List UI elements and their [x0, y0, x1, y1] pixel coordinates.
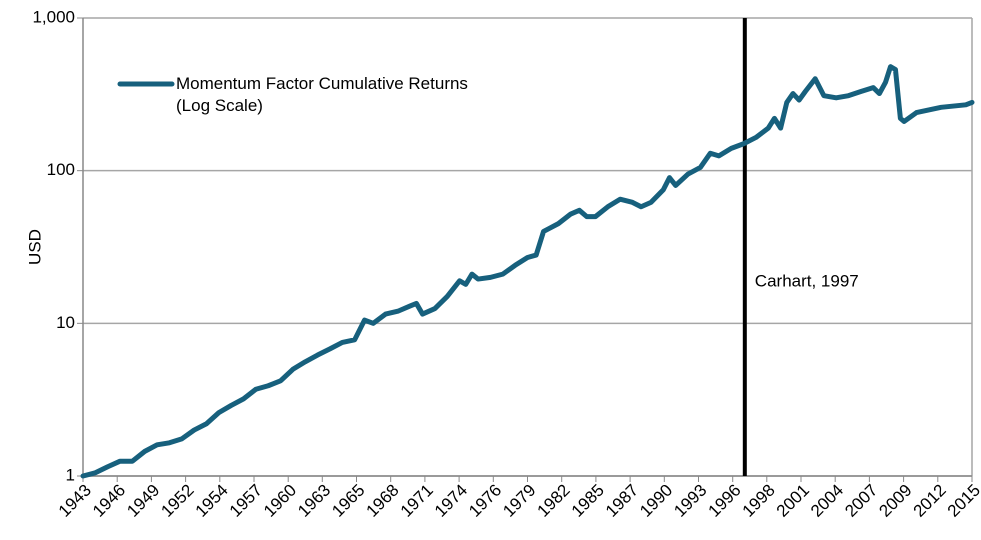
x-tick-label: 2007: [841, 481, 881, 521]
x-tick-label: 2009: [875, 481, 915, 521]
x-tick-label: 1957: [226, 481, 266, 521]
x-tick-label: 1976: [465, 481, 505, 521]
x-tick-label: 1985: [568, 481, 608, 521]
x-tick-label: 1982: [534, 481, 574, 521]
x-tick-label: 2012: [910, 481, 950, 521]
x-tick-label: 1993: [670, 481, 710, 521]
legend-label: Momentum Factor Cumulative Returns (Log …: [176, 74, 468, 115]
x-tick-label: 2001: [773, 481, 813, 521]
x-tick-label: 1968: [363, 481, 403, 521]
x-tick-label: 1960: [260, 481, 300, 521]
x-tick-label: 1987: [602, 481, 642, 521]
y-axis-label: USD: [25, 229, 44, 265]
x-tick-label: 1946: [89, 481, 129, 521]
x-tick-label: 1954: [192, 481, 232, 521]
y-tick-label: 100: [47, 160, 75, 179]
x-tick-label: 1979: [499, 481, 539, 521]
x-tick-label: 2015: [944, 481, 981, 521]
x-tick-label: 1990: [636, 481, 676, 521]
y-tick-label: 1: [66, 465, 75, 484]
x-tick-label: 1996: [705, 481, 745, 521]
x-tick-label: 1971: [397, 481, 437, 521]
x-tick-label: 2004: [807, 481, 847, 521]
x-tick-label: 1998: [739, 481, 779, 521]
x-tick-label: 1952: [157, 481, 197, 521]
y-tick-label: 1,000: [32, 7, 75, 26]
x-tick-label: 1949: [123, 481, 163, 521]
x-tick-label: 1963: [294, 481, 334, 521]
x-tick-label: 1974: [431, 481, 471, 521]
x-tick-label: 1943: [55, 481, 95, 521]
y-tick-label: 10: [56, 313, 75, 332]
annotation-text: Carhart, 1997: [755, 271, 859, 290]
data-line: [80, 64, 975, 479]
x-tick-label: 1965: [328, 481, 368, 521]
